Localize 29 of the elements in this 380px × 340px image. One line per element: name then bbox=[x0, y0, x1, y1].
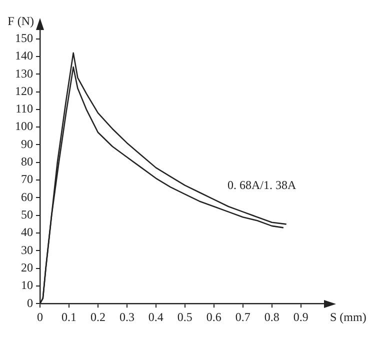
x-tick-label: 0.3 bbox=[119, 310, 134, 324]
x-tick-label: 0 bbox=[37, 310, 43, 324]
y-tick-label: 120 bbox=[15, 84, 33, 98]
x-tick-label: 0.1 bbox=[61, 310, 76, 324]
y-tick-label: 110 bbox=[15, 102, 33, 116]
y-tick-label: 80 bbox=[21, 154, 33, 169]
x-tick-label: 0.2 bbox=[90, 310, 106, 324]
y-tick-label: 40 bbox=[21, 225, 33, 240]
y-tick-label: 150 bbox=[15, 30, 33, 45]
y-tick-label: 20 bbox=[21, 260, 33, 274]
y-tick-label: 140 bbox=[15, 48, 33, 63]
y-tick-label: 30 bbox=[21, 242, 33, 257]
x-axis-title: S (mm) bbox=[330, 310, 366, 324]
y-tick-label: 0 bbox=[27, 296, 33, 310]
y-tick-label: 50 bbox=[21, 208, 33, 222]
y-tick-label: 130 bbox=[15, 66, 33, 80]
y-axis-title: F (N) bbox=[8, 14, 34, 28]
x-tick-label: 0.4 bbox=[148, 310, 164, 324]
y-tick-label: 10 bbox=[21, 278, 33, 292]
y-tick-label: 70 bbox=[21, 172, 33, 186]
x-tick-label: 0.8 bbox=[264, 310, 280, 324]
x-tick-label: 0.5 bbox=[177, 310, 192, 324]
x-tick-label: 0.7 bbox=[235, 310, 250, 324]
y-tick-label: 100 bbox=[15, 119, 33, 134]
y-tick-label: 90 bbox=[21, 136, 33, 151]
x-tick-label: 0.6 bbox=[206, 310, 222, 324]
x-tick-label: 0.9 bbox=[293, 310, 308, 324]
y-tick-label: 60 bbox=[21, 190, 33, 204]
annotation: 0. 68A/1. 38A bbox=[227, 178, 296, 192]
